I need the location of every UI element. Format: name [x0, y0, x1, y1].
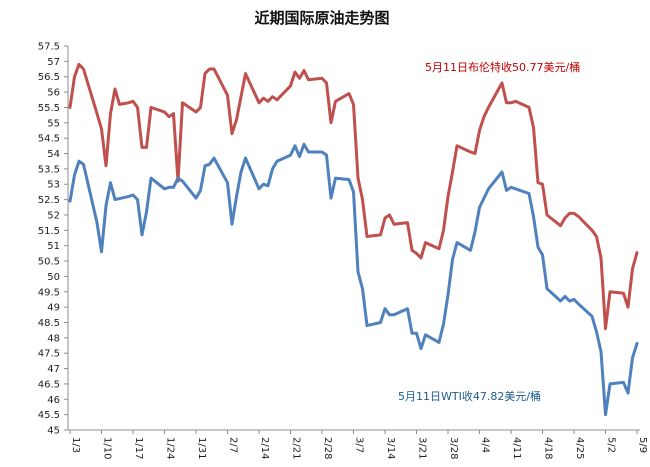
chart-title: 近期国际原油走势图 [254, 9, 389, 27]
x-tick-label: 4/11 [511, 437, 522, 459]
x-tick-label: 3/21 [417, 437, 428, 459]
y-tick-label: 57.5 [38, 42, 60, 53]
y-tick-label: 51.5 [38, 226, 60, 237]
x-axis-ticks: 1/3 1/10 1/17 1/24 1/31 2/7 2/14 2/21 2/28 3/7 3/1… [69, 430, 648, 459]
y-tick-label: 53 [47, 180, 60, 191]
x-tick-label: 1/17 [133, 437, 144, 459]
y-tick-label: 52 [47, 210, 60, 221]
y-tick-label: 50.5 [38, 257, 60, 268]
x-tick-label: 3/14 [385, 437, 396, 459]
x-tick-label: 2/14 [259, 437, 270, 459]
x-tick-label: 2/28 [322, 437, 333, 459]
x-tick-label: 3/28 [448, 437, 459, 459]
annotation-brent: 5月11日布伦特收50.77美元/桶 [425, 60, 580, 74]
brent-series-line [68, 62, 639, 331]
x-tick-label: 5/9 [637, 437, 648, 453]
y-tick-label: 54.5 [38, 134, 60, 145]
y-tick-label: 45.5 [38, 410, 60, 421]
y-tick-label: 51 [47, 241, 60, 252]
x-tick-label: 4/4 [480, 437, 491, 453]
wti-series-line [68, 142, 639, 417]
x-tick-label: 4/25 [574, 437, 585, 459]
x-tick-label: 1/3 [70, 437, 81, 453]
y-tick-label: 46.5 [38, 379, 60, 390]
series-lines [68, 62, 639, 417]
x-tick-label: 1/31 [196, 437, 207, 459]
y-tick-label: 45 [47, 426, 60, 437]
y-tick-label: 56 [47, 88, 60, 99]
y-tick-label: 47.5 [38, 349, 60, 360]
x-tick-label: 1/24 [165, 437, 176, 459]
y-tick-label: 48.5 [38, 318, 60, 329]
y-tick-label: 49 [47, 303, 60, 314]
y-tick-label: 46 [47, 395, 60, 406]
y-axis-ticks: 45 45.5 46 46.5 47 47.5 48 48.5 49 49.5 50 50.5 51 51… [38, 42, 68, 437]
x-tick-label: 2/21 [291, 437, 302, 459]
y-tick-label: 54 [47, 149, 60, 160]
y-tick-label: 52.5 [38, 195, 60, 206]
x-tick-label: 2/7 [228, 437, 239, 453]
y-tick-label: 49.5 [38, 287, 60, 298]
y-tick-label: 48 [47, 333, 60, 344]
x-tick-label: 3/7 [354, 437, 365, 453]
y-tick-label: 57 [47, 57, 60, 68]
y-tick-label: 55 [47, 118, 60, 129]
y-tick-label: 55.5 [38, 103, 60, 114]
x-tick-label: 4/18 [543, 437, 554, 459]
x-tick-label: 5/2 [606, 437, 617, 453]
annotation-wti: 5月11日WTI收47.82美元/桶 [398, 389, 541, 403]
x-tick-label: 1/10 [102, 437, 113, 459]
y-tick-label: 53.5 [38, 164, 60, 175]
y-tick-label: 50 [47, 272, 60, 283]
y-tick-label: 56.5 [38, 72, 60, 83]
y-tick-label: 47 [47, 364, 60, 375]
